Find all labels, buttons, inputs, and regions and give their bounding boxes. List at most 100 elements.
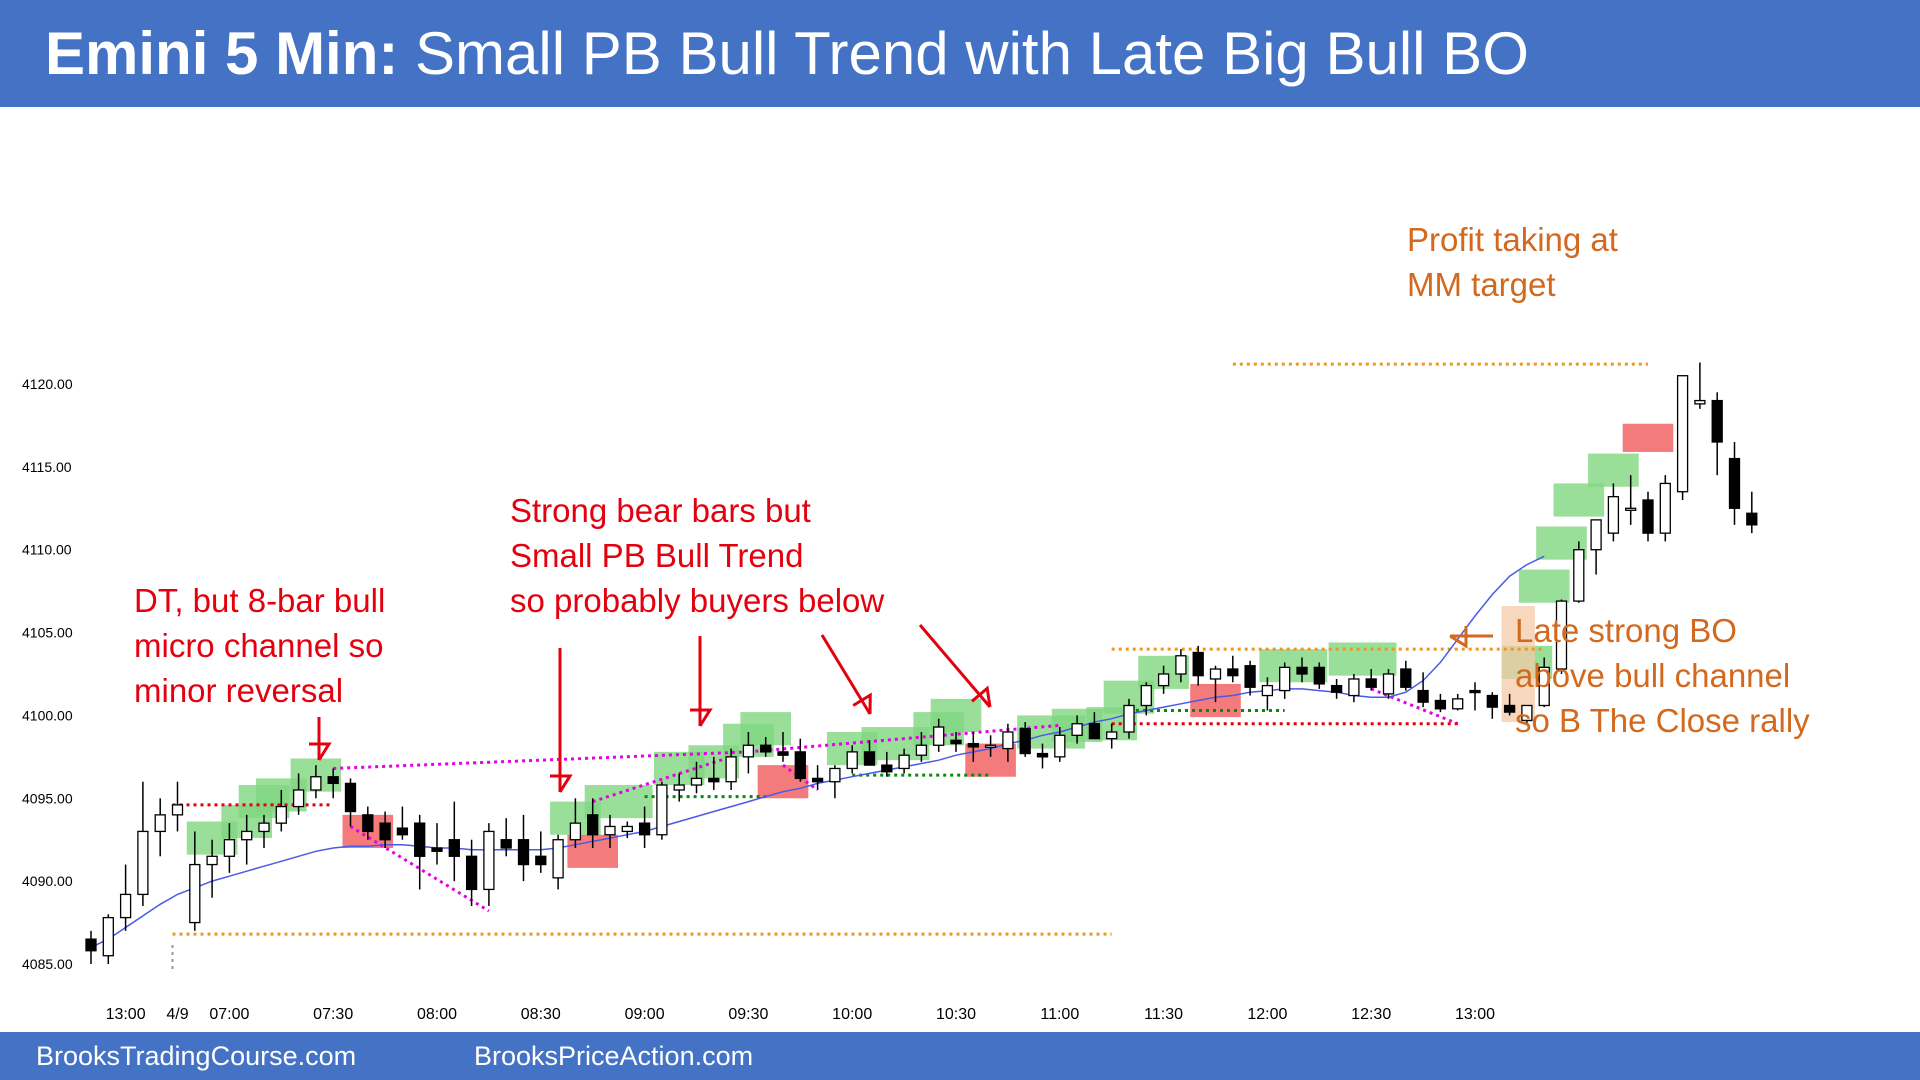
candle-body (1486, 694, 1498, 708)
annotation-line: DT, but 8-bar bull (134, 582, 386, 619)
candle-body (1106, 731, 1118, 740)
footer-right-link[interactable]: BrooksPriceAction.com (474, 1041, 754, 1071)
candle-body (102, 916, 114, 957)
arrow-bear-bars-shaft (820, 634, 872, 715)
candle-body (1400, 668, 1412, 688)
candle-body (638, 822, 651, 836)
candle-body (414, 822, 426, 857)
annotation-line: Strong bear bars but (510, 492, 811, 529)
candle-body (794, 751, 806, 780)
candle-body (760, 744, 772, 753)
candle-body (1227, 668, 1239, 677)
candle-body (1071, 723, 1083, 736)
y-tick-label: 4095.00 (22, 790, 73, 806)
candle-body (725, 756, 737, 783)
candle-body (1503, 704, 1516, 713)
arrow-bear-bars-shaft (918, 624, 992, 708)
x-tick-label: 11:00 (1040, 1006, 1079, 1023)
candle-body (344, 782, 357, 813)
candle-body (811, 777, 824, 783)
candle-body (154, 814, 166, 833)
annotation-line: Profit taking at (1407, 221, 1618, 258)
candle-body (431, 847, 443, 852)
footer-left-link[interactable]: BrooksTradingCourse.com (36, 1041, 357, 1071)
candle-body (1538, 666, 1550, 707)
annotation-line: so probably buyers below (510, 582, 885, 619)
x-tick-label: 07:00 (209, 1006, 249, 1023)
candle-body (933, 726, 945, 746)
x-tick-label: 13:00 (1455, 1006, 1495, 1023)
candle-body (223, 839, 236, 857)
candle-body (1711, 399, 1723, 443)
candle-body (846, 751, 858, 770)
candle-body (85, 938, 97, 952)
x-tick-label: 11:30 (1144, 1006, 1183, 1023)
x-tick-label: 09:30 (728, 1006, 768, 1023)
candle-body (1417, 689, 1429, 703)
title-rest: Small PB Bull Trend with Late Big Bull B… (415, 20, 1529, 87)
candle-body (1642, 499, 1654, 534)
candle-body (1279, 666, 1291, 692)
breakout-highlight (1501, 606, 1535, 723)
candle-body (915, 744, 928, 756)
green-highlight (1518, 569, 1570, 603)
candle-body (241, 830, 253, 841)
candle-body (967, 742, 979, 748)
candle-body (1607, 496, 1620, 534)
candle-body (1625, 507, 1637, 511)
candle-body (535, 855, 547, 866)
candle-body (950, 739, 962, 745)
candle-body (708, 777, 720, 783)
y-tick-label: 4085.00 (22, 956, 73, 972)
candle-body (1555, 600, 1568, 670)
candle-body (258, 822, 270, 833)
candle-body (1365, 678, 1377, 688)
annotation-line: above bull channel (1515, 657, 1791, 694)
candle-body (137, 830, 149, 896)
x-tick-label: 4/9 (166, 1006, 188, 1023)
candle-body (1590, 519, 1602, 551)
candle-body (1054, 734, 1066, 758)
candle-body (1746, 512, 1758, 526)
arrow-bear-bars-head (971, 685, 992, 708)
x-tick-label: 12:00 (1247, 1006, 1287, 1023)
candle-body (1348, 678, 1360, 697)
annotation-late-bo: Late strong BO above bull channel so B T… (1515, 608, 1810, 743)
title-banner: Emini 5 Min: Small PB Bull Trend with La… (0, 0, 1920, 107)
candle-body (119, 893, 132, 919)
annotation-line: Late strong BO (1515, 612, 1737, 649)
candle-body (863, 751, 876, 766)
annotation-line: Small PB Bull Trend (510, 537, 804, 574)
candle-body (310, 776, 322, 791)
candle-body (621, 825, 633, 833)
y-tick-label: 4120.00 (22, 376, 73, 392)
candle-body (379, 822, 391, 841)
y-tick-label: 4100.00 (22, 707, 73, 723)
candle-body (396, 827, 409, 836)
candle-body (1192, 651, 1204, 677)
candle-body (465, 855, 478, 891)
arrow-bear-bars-head (852, 692, 872, 715)
candle-body (1676, 375, 1689, 493)
y-tick-label: 4105.00 (22, 625, 73, 641)
candle-body (1469, 689, 1481, 694)
green-highlight (584, 785, 653, 819)
page-title: Emini 5 Min: Small PB Bull Trend with La… (45, 18, 1529, 90)
candle-body (448, 839, 460, 857)
annotation-line: so B The Close rally (1515, 702, 1810, 739)
arrow-bear-bars-head (690, 708, 713, 727)
candle-body (275, 805, 287, 824)
candle-body (206, 855, 218, 866)
candle-body (1452, 698, 1464, 710)
candle-body (1123, 704, 1135, 733)
candle-body (189, 863, 201, 924)
candle-body (829, 767, 841, 783)
candle-body (1521, 704, 1533, 722)
candle-body (587, 814, 599, 836)
title-bold: Emini 5 Min: (45, 20, 399, 87)
x-tick-label: 13:00 (106, 1006, 146, 1023)
x-tick-label: 08:00 (417, 1006, 457, 1023)
candle-body (552, 839, 564, 879)
candle-body (1209, 668, 1222, 680)
